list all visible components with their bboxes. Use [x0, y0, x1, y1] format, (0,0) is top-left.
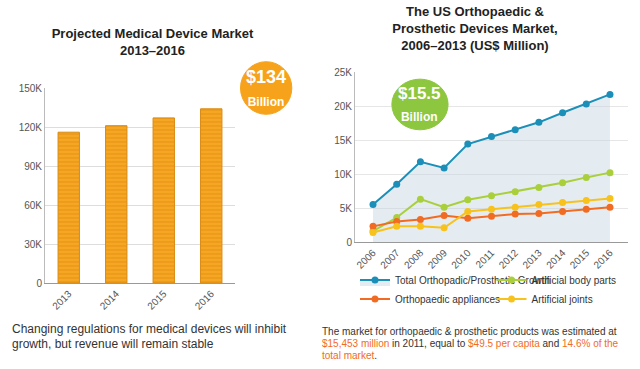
svg-text:Artificial joints: Artificial joints	[532, 294, 593, 305]
svg-text:The US Orthopaedic &Prosthetic: The US Orthopaedic &Prosthetic Devices M…	[392, 4, 557, 53]
svg-text:Total Orthopadic/Prosthetic Gr: Total Orthopadic/Prosthetic Growth	[395, 275, 550, 286]
svg-text:2008: 2008	[402, 247, 426, 271]
svg-text:2011: 2011	[473, 247, 496, 270]
svg-text:2006: 2006	[354, 247, 378, 271]
svg-text:2016: 2016	[591, 247, 615, 271]
svg-text:2009: 2009	[426, 247, 450, 271]
svg-text:2015: 2015	[568, 247, 592, 271]
html-text:Changing regulations for medic: Changing regulations for medical devices…	[12, 322, 287, 351]
svg-text:Projected Medical Device Marke: Projected Medical Device Market2013–2016	[52, 26, 254, 58]
svg-text:$134Billion: $134Billion	[246, 67, 286, 109]
svg-text:20K: 20K	[334, 101, 352, 112]
html-text:The market for orthopaedic & p: The market for orthopaedic & prosthetic …	[322, 326, 617, 337]
svg-text:120K: 120K	[19, 122, 43, 133]
svg-text:0: 0	[36, 278, 42, 289]
svg-text:10K: 10K	[334, 169, 352, 180]
svg-text:2012: 2012	[497, 247, 521, 271]
svg-text:25K: 25K	[334, 67, 352, 78]
html-text:$15,453 million in 2011, equal: $15,453 million in 2011, equal to $49.5 …	[322, 338, 619, 361]
svg-text:2013: 2013	[50, 288, 74, 312]
svg-text:2010: 2010	[449, 247, 473, 271]
svg-text:15K: 15K	[334, 135, 352, 146]
svg-text:5K: 5K	[340, 203, 353, 214]
svg-text:2014: 2014	[544, 247, 568, 271]
svg-text:150K: 150K	[19, 83, 43, 94]
svg-text:0: 0	[346, 237, 352, 248]
svg-text:30K: 30K	[24, 239, 42, 250]
svg-text:60K: 60K	[24, 200, 42, 211]
svg-text:2015: 2015	[145, 288, 169, 312]
svg-text:2013: 2013	[520, 247, 544, 271]
svg-text:$15.5Billion: $15.5Billion	[398, 84, 441, 124]
svg-text:Orthopaedic appliances: Orthopaedic appliances	[395, 294, 500, 305]
svg-text:2014: 2014	[98, 288, 122, 312]
svg-text:2007: 2007	[378, 247, 402, 271]
svg-text:90K: 90K	[24, 161, 42, 172]
svg-text:2016: 2016	[193, 288, 217, 312]
svg-text:Artificial body parts: Artificial body parts	[532, 275, 616, 286]
